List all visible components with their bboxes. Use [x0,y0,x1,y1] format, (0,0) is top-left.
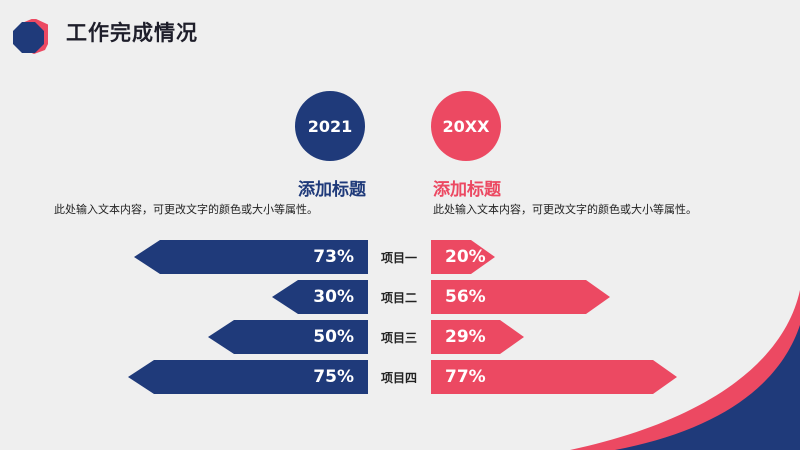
octagon-logo-icon [13,19,48,54]
description-right: 此处输入文本内容，可更改文字的颜色或大小等属性。 [433,203,697,216]
corner-decoration [570,290,800,450]
page-title: 工作完成情况 [66,21,198,45]
year-circle-left: 2021 [295,91,365,161]
item-label-2: 项目二 [380,291,417,305]
bar-left-4: 75% [128,360,368,394]
bar-left-2: 30% [272,280,368,314]
subtitle-left: 添加标题 [298,180,366,200]
item-label-1: 项目一 [380,251,417,265]
bar-right-3: 29% [431,320,524,354]
year-circle-right: 20XX [431,91,501,161]
bar-right-2: 56% [431,280,610,314]
bar-right-4: 77% [431,360,677,394]
bar-right-1: 20% [431,240,495,274]
bar-left-1: 73% [134,240,368,274]
description-left: 此处输入文本内容，可更改文字的颜色或大小等属性。 [54,203,318,216]
subtitle-right: 添加标题 [433,180,501,200]
bar-left-3: 50% [208,320,368,354]
item-label-3: 项目三 [380,331,417,345]
item-label-4: 项目四 [380,371,417,385]
